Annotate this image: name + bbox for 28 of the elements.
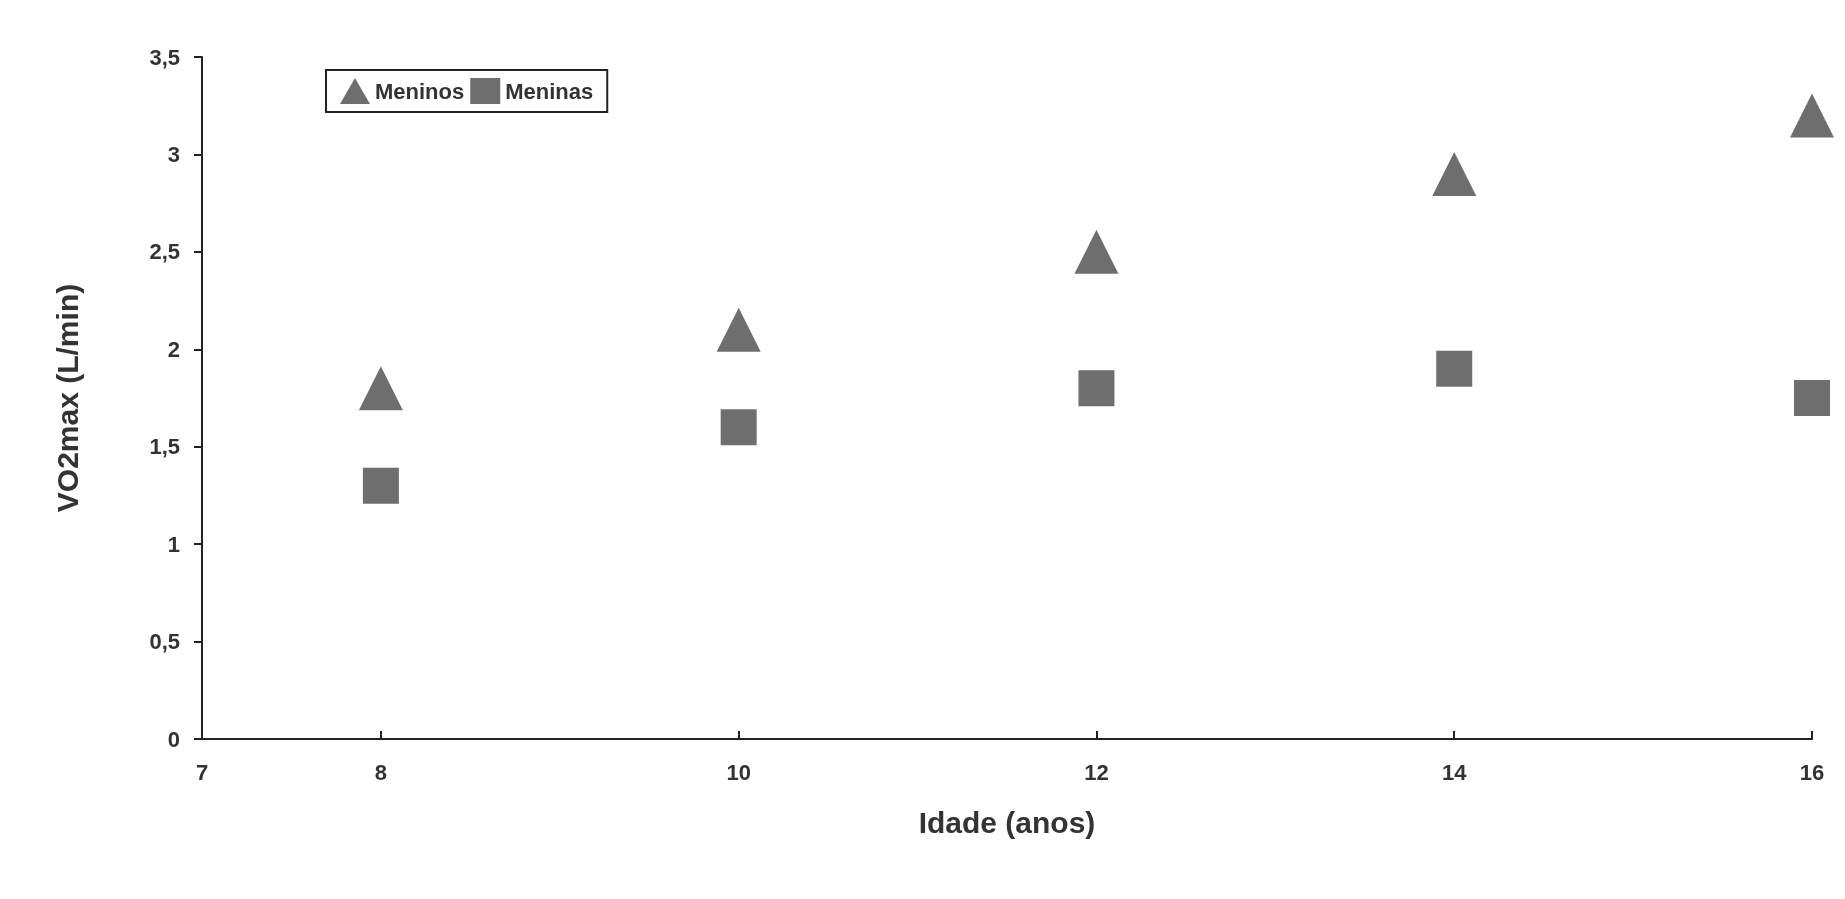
x-tick-label: 8	[374, 759, 388, 785]
y-tick-label: 3	[167, 141, 180, 167]
x-axis-title: Idade (anos)	[918, 805, 1096, 839]
point	[720, 409, 757, 446]
y-axis-title: VO2max (L/min)	[50, 283, 84, 513]
y-tick-label: 0,5	[149, 629, 180, 655]
y-tick-label: 0	[167, 726, 180, 752]
point	[1436, 350, 1473, 387]
point	[1790, 93, 1834, 138]
point	[358, 366, 403, 411]
y-tick-label: 1,5	[149, 434, 180, 460]
y-tick-label: 1	[167, 531, 180, 557]
y-tick-label: 3,5	[149, 44, 180, 70]
x-tick-label: 7	[195, 759, 209, 785]
x-tick-label: 16	[1799, 759, 1825, 785]
point	[1078, 370, 1115, 407]
y-tick-label: 2,5	[149, 239, 180, 265]
x-tick-label: 10	[726, 759, 751, 785]
y-tick-label: 2	[167, 336, 180, 362]
point	[716, 307, 761, 352]
point	[1432, 151, 1477, 196]
legend-label: Meninos	[375, 78, 465, 104]
legend-label: Meninas	[505, 78, 594, 104]
point	[1074, 229, 1119, 274]
x-tick-label: 12	[1084, 759, 1109, 785]
point	[362, 467, 399, 504]
x-tick-label: 14	[1441, 759, 1468, 785]
point	[1794, 380, 1830, 416]
